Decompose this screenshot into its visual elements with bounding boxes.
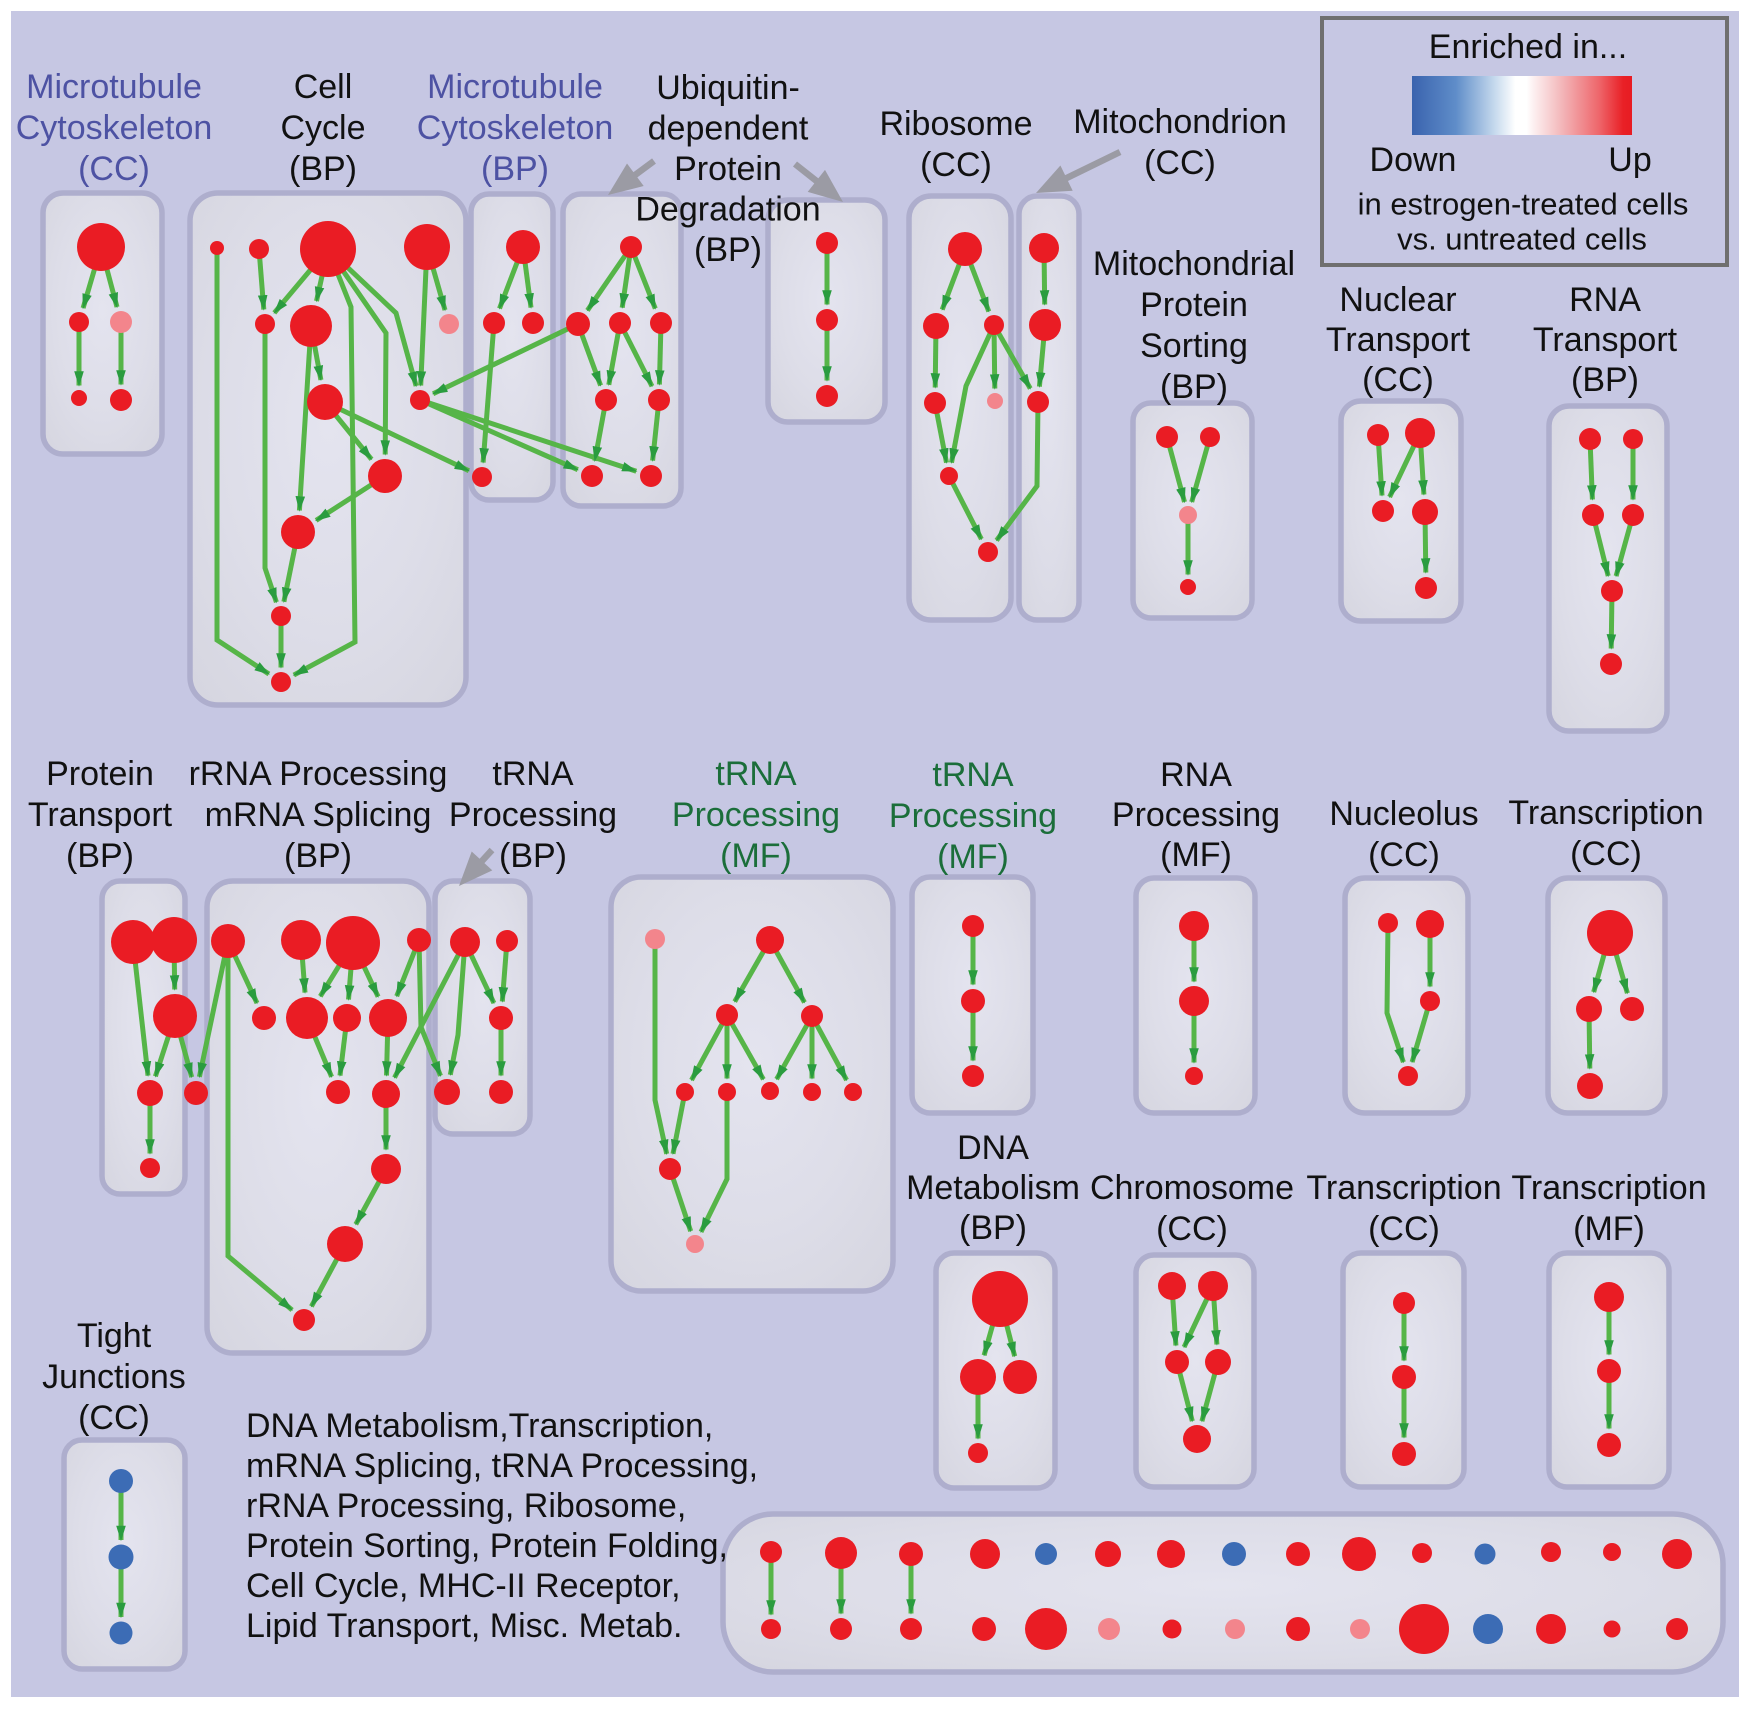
svg-text:Protein Sorting, Protein Foldi: Protein Sorting, Protein Folding, bbox=[246, 1527, 728, 1565]
svg-text:Cell: Cell bbox=[294, 68, 353, 106]
svg-text:Microtubule: Microtubule bbox=[427, 68, 603, 106]
svg-text:Processing: Processing bbox=[889, 797, 1057, 835]
svg-text:Mitochondrion: Mitochondrion bbox=[1073, 103, 1287, 141]
svg-text:rRNA Processing, Ribosome,: rRNA Processing, Ribosome, bbox=[246, 1487, 686, 1525]
svg-text:(CC): (CC) bbox=[1368, 1210, 1440, 1248]
svg-text:RNA: RNA bbox=[1569, 281, 1641, 319]
svg-text:(MF): (MF) bbox=[1160, 836, 1232, 874]
svg-text:in estrogen-treated cells: in estrogen-treated cells bbox=[1358, 187, 1689, 222]
svg-text:(BP): (BP) bbox=[694, 231, 762, 269]
svg-text:Nuclear: Nuclear bbox=[1339, 281, 1456, 319]
svg-text:Cytoskeleton: Cytoskeleton bbox=[417, 109, 614, 147]
svg-text:Ubiquitin-: Ubiquitin- bbox=[656, 69, 800, 107]
svg-text:dependent: dependent bbox=[648, 110, 809, 148]
svg-text:Lipid Transport, Misc. Metab.: Lipid Transport, Misc. Metab. bbox=[246, 1607, 683, 1645]
svg-text:tRNA: tRNA bbox=[715, 755, 797, 793]
svg-text:Protein: Protein bbox=[46, 755, 154, 793]
svg-text:Protein: Protein bbox=[1140, 286, 1248, 324]
svg-text:(BP): (BP) bbox=[1160, 368, 1228, 406]
svg-text:vs. untreated cells: vs. untreated cells bbox=[1397, 222, 1647, 257]
svg-text:Cell Cycle, MHC-II Receptor,: Cell Cycle, MHC-II Receptor, bbox=[246, 1567, 681, 1605]
svg-text:(CC): (CC) bbox=[78, 1399, 150, 1437]
svg-text:(CC): (CC) bbox=[1156, 1210, 1228, 1248]
svg-text:Transport: Transport bbox=[1533, 321, 1678, 359]
svg-text:Protein: Protein bbox=[674, 150, 782, 188]
svg-text:(BP): (BP) bbox=[481, 150, 549, 188]
svg-text:RNA: RNA bbox=[1160, 756, 1232, 794]
svg-text:Sorting: Sorting bbox=[1140, 327, 1248, 365]
svg-text:(BP): (BP) bbox=[499, 837, 567, 875]
svg-text:Cytoskeleton: Cytoskeleton bbox=[16, 109, 213, 147]
svg-text:tRNA: tRNA bbox=[492, 755, 574, 793]
svg-text:Ribosome: Ribosome bbox=[879, 105, 1032, 143]
svg-text:(BP): (BP) bbox=[289, 150, 357, 188]
svg-text:Down: Down bbox=[1370, 141, 1457, 179]
svg-text:Mitochondrial: Mitochondrial bbox=[1093, 245, 1295, 283]
svg-text:Tight: Tight bbox=[77, 1317, 152, 1355]
svg-text:mRNA Splicing, tRNA Processing: mRNA Splicing, tRNA Processing, bbox=[246, 1447, 758, 1485]
svg-text:(MF): (MF) bbox=[937, 838, 1009, 876]
svg-text:Microtubule: Microtubule bbox=[26, 68, 202, 106]
svg-text:Processing: Processing bbox=[449, 796, 617, 834]
svg-text:Transcription: Transcription bbox=[1306, 1169, 1501, 1207]
svg-text:(CC): (CC) bbox=[920, 146, 992, 184]
svg-text:(BP): (BP) bbox=[959, 1209, 1027, 1247]
svg-text:Nucleolus: Nucleolus bbox=[1329, 795, 1478, 833]
svg-text:(BP): (BP) bbox=[66, 837, 134, 875]
svg-text:DNA Metabolism,Transcription,: DNA Metabolism,Transcription, bbox=[246, 1407, 713, 1445]
svg-text:Degradation: Degradation bbox=[635, 191, 820, 229]
svg-text:mRNA Splicing: mRNA Splicing bbox=[205, 796, 432, 834]
svg-text:DNA: DNA bbox=[957, 1129, 1029, 1167]
svg-text:(BP): (BP) bbox=[284, 837, 352, 875]
svg-text:(CC): (CC) bbox=[1570, 835, 1642, 873]
svg-text:(CC): (CC) bbox=[1362, 361, 1434, 399]
svg-text:Metabolism: Metabolism bbox=[906, 1169, 1080, 1207]
svg-text:(CC): (CC) bbox=[1368, 836, 1440, 874]
svg-text:(MF): (MF) bbox=[720, 837, 792, 875]
svg-text:Junctions: Junctions bbox=[42, 1358, 186, 1396]
svg-text:Transport: Transport bbox=[1326, 321, 1471, 359]
svg-text:(CC): (CC) bbox=[1144, 144, 1216, 182]
svg-text:Processing: Processing bbox=[672, 796, 840, 834]
svg-text:(CC): (CC) bbox=[78, 150, 150, 188]
svg-text:Transcription: Transcription bbox=[1508, 794, 1703, 832]
svg-text:Cycle: Cycle bbox=[280, 109, 365, 147]
svg-text:Enriched in...: Enriched in... bbox=[1429, 28, 1627, 66]
svg-text:Transcription: Transcription bbox=[1511, 1169, 1706, 1207]
svg-text:rRNA Processing: rRNA Processing bbox=[189, 755, 448, 793]
svg-text:Up: Up bbox=[1608, 141, 1651, 179]
svg-text:(MF): (MF) bbox=[1573, 1210, 1645, 1248]
svg-text:Processing: Processing bbox=[1112, 796, 1280, 834]
svg-text:(BP): (BP) bbox=[1571, 361, 1639, 399]
svg-text:Transport: Transport bbox=[28, 796, 173, 834]
svg-text:tRNA: tRNA bbox=[932, 756, 1014, 794]
svg-text:Chromosome: Chromosome bbox=[1090, 1169, 1294, 1207]
